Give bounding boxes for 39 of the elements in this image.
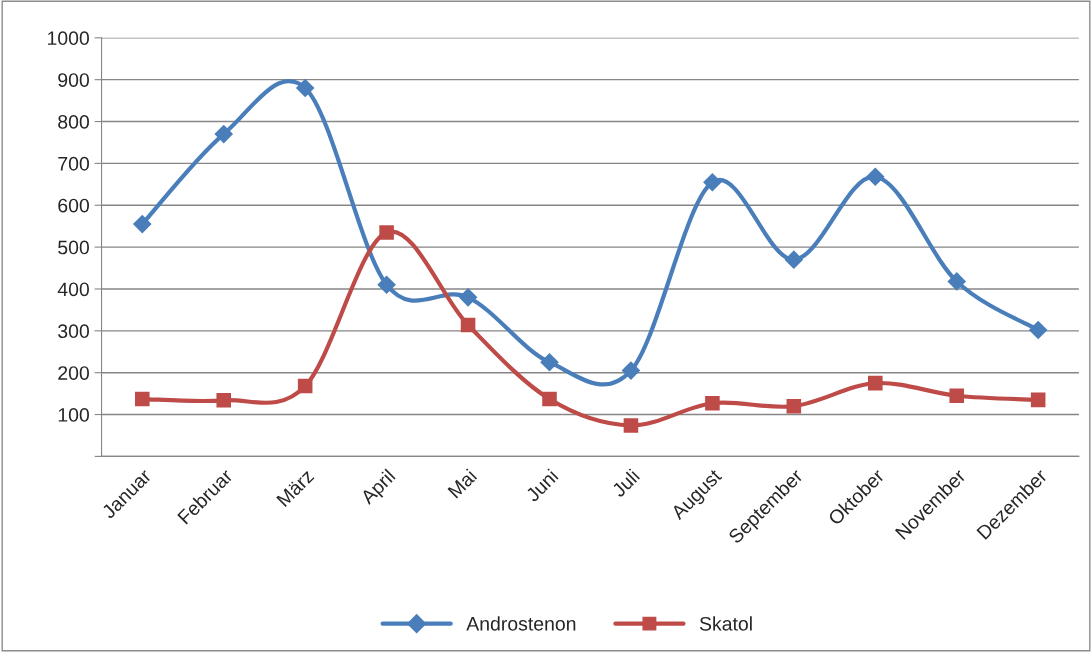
y-tick-label: 300	[58, 324, 89, 339]
point	[135, 391, 150, 407]
y-tick-label: 100	[58, 408, 89, 422]
legend-label: Skatol	[699, 616, 752, 631]
point	[297, 378, 313, 394]
point	[295, 78, 315, 98]
y-tick-label: 400	[57, 282, 89, 297]
y-tick-label: 500	[58, 240, 89, 255]
y-tick-label: 700	[58, 156, 89, 171]
point	[786, 398, 802, 414]
y-tick-label: 900	[58, 73, 89, 87]
y-tick-label: 200	[58, 366, 89, 380]
x-tick-label: Juli	[610, 468, 641, 499]
point	[703, 172, 722, 192]
point	[540, 352, 559, 372]
point	[784, 250, 804, 269]
point	[216, 393, 232, 408]
point	[379, 225, 394, 240]
point	[621, 361, 641, 380]
point	[865, 167, 885, 187]
x-tick-label: Mai	[447, 468, 478, 499]
point	[458, 288, 478, 307]
x-tick-label: Juni	[524, 468, 559, 503]
y-tick-label: 800	[58, 115, 89, 129]
point	[949, 388, 965, 403]
point	[377, 275, 396, 295]
point	[947, 272, 967, 291]
point	[705, 395, 720, 411]
point	[542, 391, 557, 407]
point	[460, 317, 476, 333]
legend-label: Androstenon	[466, 616, 576, 631]
point	[132, 214, 152, 234]
point	[214, 124, 234, 144]
y-tick-label: 600	[58, 198, 89, 213]
point	[1030, 392, 1046, 408]
y-tick-label: 1000	[47, 31, 89, 46]
point	[623, 418, 639, 433]
point	[868, 375, 883, 391]
point	[1028, 320, 1048, 340]
